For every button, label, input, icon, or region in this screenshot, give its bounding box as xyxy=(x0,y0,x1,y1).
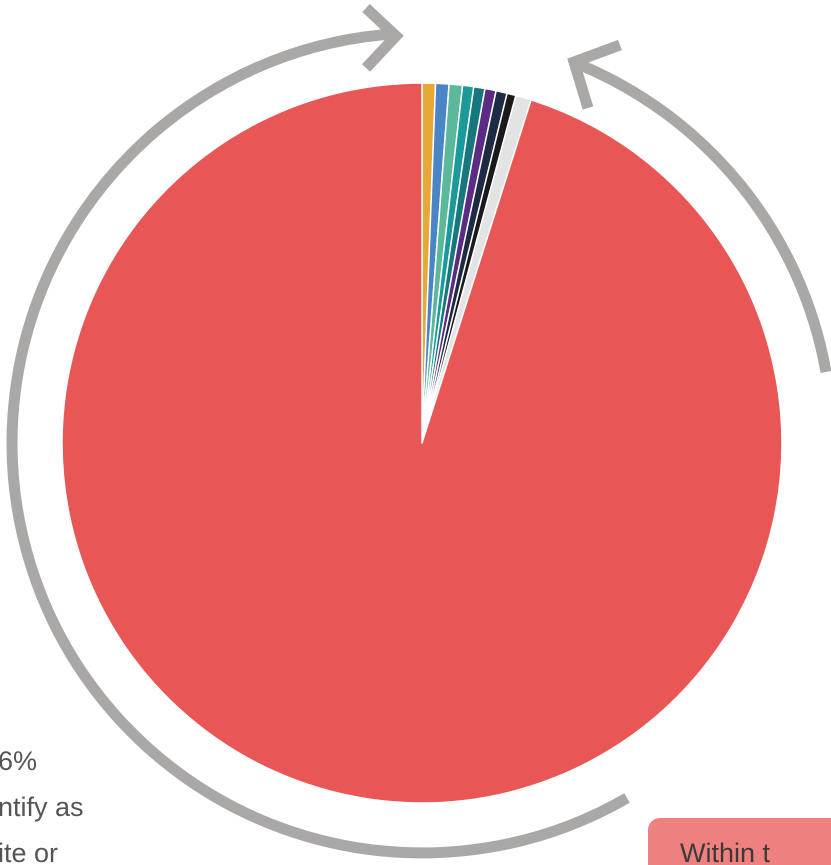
pie xyxy=(61,82,783,804)
left-arrow-arc xyxy=(6,28,630,859)
pie-slice xyxy=(61,82,783,804)
right-arrow-arc xyxy=(575,58,831,373)
right-arrow-head xyxy=(567,39,622,110)
cycle-arrows xyxy=(6,3,831,859)
callout-box xyxy=(648,818,831,865)
annotation-line: 6% xyxy=(0,746,37,776)
annotation-line: ntify as xyxy=(0,792,84,822)
annotation-line: ite or xyxy=(0,838,58,865)
left-arrow-head xyxy=(361,3,404,72)
callout-text: Within t xyxy=(680,838,771,865)
